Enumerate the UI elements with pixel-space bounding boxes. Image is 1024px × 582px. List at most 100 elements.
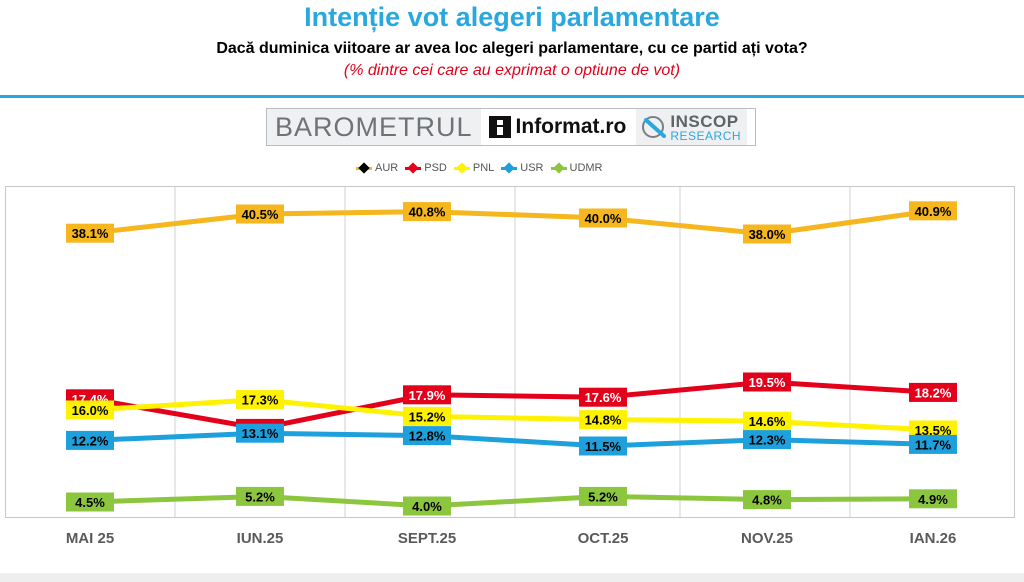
data-label-psd: 17.6%	[579, 387, 627, 407]
chart-note: (% dintre cei care au exprimat o optiune…	[343, 62, 681, 79]
data-label-aur: 40.8%	[403, 202, 451, 222]
legend-label-pnl: PNL	[472, 162, 495, 174]
barometrul-logo-text: BAROMETRUL	[267, 109, 481, 145]
inscop-logo: INSCOP RESEARCH	[636, 109, 748, 145]
data-label-text: 13.1%	[242, 426, 279, 441]
data-label-box	[909, 382, 957, 402]
data-label-aur: 40.0%	[579, 208, 627, 228]
legend-item-udmr: UDMR	[550, 161, 603, 174]
data-label-box	[403, 406, 451, 426]
x-tick-label: NOV.25	[741, 530, 793, 547]
informat-logo-text: Informat.ro	[515, 115, 627, 138]
data-label-aur: 38.0%	[743, 224, 791, 244]
data-label-pnl: 14.6%	[743, 411, 791, 431]
data-label-text: 11.5%	[585, 439, 622, 454]
informat-logo-icon	[488, 116, 511, 138]
data-label-box	[579, 410, 627, 430]
chart-subtitle: Dacă duminica viitoare ar avea loc alege…	[216, 40, 808, 57]
legend-label-aur: AUR	[375, 162, 399, 174]
data-label-text: 11.7%	[915, 437, 952, 452]
data-label-box	[66, 400, 114, 420]
data-label-box	[579, 486, 627, 506]
data-label-psd: 17.9%	[403, 385, 451, 405]
series-line-psd	[89, 379, 934, 431]
research-logo-text: RESEARCH	[670, 128, 742, 143]
data-label-text: 40.8%	[409, 205, 446, 220]
x-tick-label: MAI 25	[66, 530, 114, 547]
data-label-usr: 12.2%	[66, 430, 114, 450]
data-label-box	[909, 434, 957, 454]
data-label-text: 4.5%	[75, 495, 105, 510]
legend-item-aur: AUR	[356, 161, 399, 174]
legend-swatch-psd	[405, 161, 422, 174]
data-label-box	[403, 385, 451, 405]
data-label-box	[743, 372, 791, 392]
data-label-text: 17.6%	[585, 390, 622, 405]
data-label-pnl: 15.2%	[403, 406, 451, 426]
x-tick-label: OCT.25	[578, 530, 629, 547]
data-label-psd: 19.5%	[743, 372, 791, 392]
data-label-text: 38.1%	[72, 226, 109, 241]
legend-label-udmr: UDMR	[569, 162, 603, 174]
legend-swatch-pnl	[453, 161, 470, 174]
data-label-pnl: 14.8%	[579, 410, 627, 430]
data-label-box	[403, 202, 451, 222]
legend-swatch-usr	[501, 161, 518, 174]
sponsor-banner: BAROMETRUL Informat.ro INSCOP RESEARCH	[266, 108, 756, 146]
data-label-udmr: 4.0%	[403, 496, 451, 516]
data-label-box	[403, 426, 451, 446]
data-label-text: 17.3%	[242, 393, 279, 408]
data-label-text: 12.8%	[409, 429, 446, 444]
data-label-usr: 11.7%	[909, 434, 957, 454]
data-label-udmr: 4.8%	[743, 490, 791, 510]
legend-item-pnl: PNL	[453, 161, 495, 174]
data-label-text: 12.3%	[749, 433, 786, 448]
series-line-udmr	[89, 493, 934, 509]
data-label-udmr: 4.9%	[909, 489, 957, 509]
data-label-text: 40.9%	[915, 204, 952, 219]
legend-label-usr: USR	[520, 162, 544, 174]
chart-title: Intenție vot alegeri parlamentare	[304, 2, 720, 32]
data-label-box	[236, 423, 284, 443]
data-label-aur: 40.9%	[909, 201, 957, 221]
bottom-band	[0, 573, 1024, 582]
chart-legend: AUR PSD PNL USR UDMR	[356, 160, 610, 176]
data-label-text: 4.0%	[412, 499, 442, 514]
data-label-text: 4.9%	[918, 492, 948, 507]
data-label-psd: 18.2%	[909, 382, 957, 402]
data-label-box	[66, 430, 114, 450]
data-label-box	[579, 387, 627, 407]
data-label-box	[909, 420, 957, 440]
data-label-text: 40.5%	[242, 207, 279, 222]
data-label-box	[743, 411, 791, 431]
data-label-pnl: 16.0%	[66, 400, 114, 420]
data-label-text: 13.5%	[915, 423, 952, 438]
header-divider	[0, 95, 1024, 98]
data-label-pnl: 13.5%	[909, 420, 957, 440]
series-line-aur	[89, 208, 934, 237]
data-label-pnl: 17.3%	[236, 390, 284, 410]
x-tick-label: IUN.25	[237, 530, 284, 547]
data-label-text: 18.2%	[915, 385, 952, 400]
data-label-text: 5.2%	[245, 489, 275, 504]
data-label-box	[579, 436, 627, 456]
data-label-text: 16.0%	[72, 403, 109, 418]
data-label-box	[403, 496, 451, 516]
data-label-box	[66, 223, 114, 243]
data-label-box	[66, 492, 114, 512]
data-label-box	[909, 489, 957, 509]
x-tick-label: IAN.26	[910, 530, 957, 547]
data-label-text: 38.0%	[749, 227, 786, 242]
legend-item-psd: PSD	[405, 161, 447, 174]
series-line-usr	[89, 430, 934, 449]
data-label-usr: 12.8%	[403, 426, 451, 446]
data-label-text: 19.5%	[749, 375, 786, 390]
data-label-text: 15.2%	[409, 409, 446, 424]
data-label-box	[236, 486, 284, 506]
data-label-usr: 11.5%	[579, 436, 627, 456]
data-label-usr: 12.3%	[743, 430, 791, 450]
data-label-box	[743, 224, 791, 244]
data-label-box	[743, 490, 791, 510]
legend-label-psd: PSD	[424, 162, 447, 174]
data-label-box	[909, 201, 957, 221]
